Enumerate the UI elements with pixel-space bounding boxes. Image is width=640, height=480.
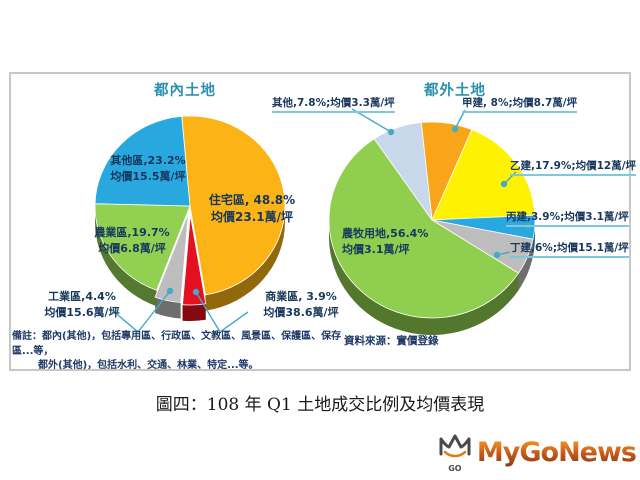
- left-pie-chart: [94, 115, 286, 321]
- footnote-line2: 都外(其他)，包括水利、交通、林業、特定...等。: [38, 360, 259, 371]
- pie-slice: [373, 122, 433, 222]
- leader-dots: [166, 125, 532, 296]
- label-industrial-line2: 均價15.6萬/坪: [44, 305, 120, 319]
- label-commercial: 商業區, 3.9% 均價38.6萬/坪: [248, 289, 354, 321]
- label-residential-line2: 均價23.1萬/坪: [211, 210, 293, 225]
- label-farm-land-line1: 農牧用地,56.4%: [342, 227, 429, 240]
- label-agricultural-line2: 均價6.8萬/坪: [98, 241, 166, 255]
- right-pie-chart: [328, 121, 536, 335]
- label-farm-land-line2: 均價3.1萬/坪: [342, 242, 410, 256]
- mygonews-logo[interactable]: GO MyGoNews: [437, 432, 637, 473]
- left-chart-title: 都內土地: [154, 83, 216, 99]
- callout-jia: 甲建, 8%;均價8.7萬/坪: [462, 95, 578, 113]
- dot-yi: [500, 180, 508, 188]
- label-industrial-line1: 工業區,4.4%: [48, 290, 116, 303]
- pie-slice: [328, 138, 520, 319]
- dot-jia: [451, 125, 459, 133]
- callout-yi: 乙建,17.9%;均價12萬/坪: [510, 158, 637, 176]
- figure-caption: 圖四：108 年 Q1 土地成交比例及均價表現: [155, 395, 485, 415]
- logo-go-text: GO: [448, 464, 462, 473]
- label-residential-line1: 住宅區, 48.8%: [208, 193, 296, 207]
- label-agricultural-line1: 農業區,19.7%: [94, 226, 170, 239]
- pie-slice: [181, 115, 286, 296]
- label-agricultural: 農業區,19.7% 均價6.8萬/坪: [88, 225, 176, 257]
- pie-slice: [94, 203, 191, 291]
- label-other-zone-line2: 均價15.5萬/坪: [110, 169, 186, 183]
- dot-other-outside: [387, 128, 395, 136]
- pie-slice: [95, 206, 157, 307]
- pie-slice: [533, 220, 535, 257]
- mygonews-logo-icon: GO: [437, 432, 473, 473]
- label-commercial-line2: 均價38.6萬/坪: [263, 305, 339, 319]
- leader-line-jia: [454, 109, 466, 130]
- callout-other-outside: 其他,7.8%;均價3.3萬/坪: [272, 95, 395, 113]
- label-residential: 住宅區, 48.8% 均價23.1萬/坪: [196, 192, 308, 227]
- label-other-zone: 其他區,23.2% 均價15.5萬/坪: [103, 153, 193, 185]
- mygonews-logo-text: MyGoNews: [476, 437, 637, 468]
- pie-slice: [182, 303, 206, 321]
- pie-slice: [182, 214, 207, 306]
- callout-ding: 丁建,6%;均價15.1萬/坪: [510, 240, 629, 258]
- pie-slice: [431, 129, 536, 221]
- footnote-line1: 備註：都內(其他)，包括專用區、行政區、文教區、風景區、保護區、保存區...等，: [12, 331, 342, 357]
- callout-bing: 丙建,3.9%;均價3.1萬/坪: [506, 209, 629, 227]
- pie-slice: [94, 115, 191, 207]
- label-commercial-line1: 商業區, 3.9%: [265, 290, 337, 303]
- footnote: 備註：都內(其他)，包括專用區、行政區、文教區、風景區、保護區、保存區...等，…: [12, 330, 352, 374]
- pie-slice: [154, 212, 189, 303]
- right-chart-title: 都外土地: [424, 83, 486, 99]
- data-source: 資料來源：實價登錄: [344, 335, 439, 347]
- label-farm-land: 農牧用地,56.4% 均價3.1萬/坪: [342, 226, 446, 258]
- leader-line-industrial: [111, 290, 171, 334]
- label-other-zone-line1: 其他區,23.2%: [110, 154, 186, 167]
- pie-slice: [205, 206, 285, 311]
- dot-ding: [493, 251, 501, 259]
- pie-slice: [329, 220, 519, 335]
- dot-commercial: [192, 288, 200, 296]
- label-industrial: 工業區,4.4% 均價15.6萬/坪: [34, 289, 130, 321]
- leader-line-commercial: [195, 291, 249, 334]
- dot-industrial: [166, 287, 174, 295]
